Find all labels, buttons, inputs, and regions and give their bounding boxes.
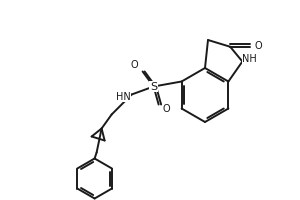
Text: NH: NH [242, 53, 257, 64]
Text: O: O [131, 60, 138, 71]
Text: HN: HN [116, 92, 131, 102]
Text: O: O [254, 41, 262, 51]
Text: O: O [163, 104, 170, 114]
Text: S: S [150, 82, 157, 92]
